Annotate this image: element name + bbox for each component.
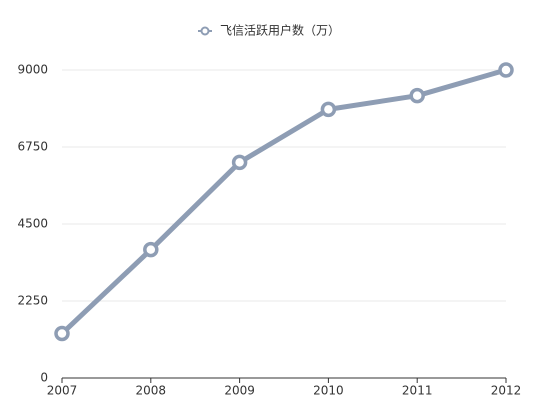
legend: 飞信活跃用户数（万） <box>198 23 340 38</box>
y-tick-label: 0 <box>40 371 48 385</box>
x-tick-label: 2009 <box>224 384 255 398</box>
y-tick-label: 9000 <box>17 63 48 77</box>
series-line <box>60 67 507 336</box>
y-tick-label: 4500 <box>17 217 48 231</box>
x-tick-label: 2012 <box>491 384 522 398</box>
point <box>320 101 337 118</box>
legend-label: 飞信活跃用户数（万） <box>220 23 340 38</box>
point <box>54 325 70 342</box>
y-tick-label: 6750 <box>17 140 48 154</box>
point <box>231 154 248 171</box>
point <box>498 62 514 78</box>
point <box>143 241 159 258</box>
x-tick-label: 2007 <box>47 384 78 398</box>
point <box>409 87 425 104</box>
x-tick-label: 2011 <box>402 384 433 398</box>
legend-marker <box>200 26 210 36</box>
y-tick-label: 2250 <box>17 294 48 308</box>
x-tick-label: 2010 <box>313 384 344 398</box>
x-tick-label: 2008 <box>136 384 167 398</box>
